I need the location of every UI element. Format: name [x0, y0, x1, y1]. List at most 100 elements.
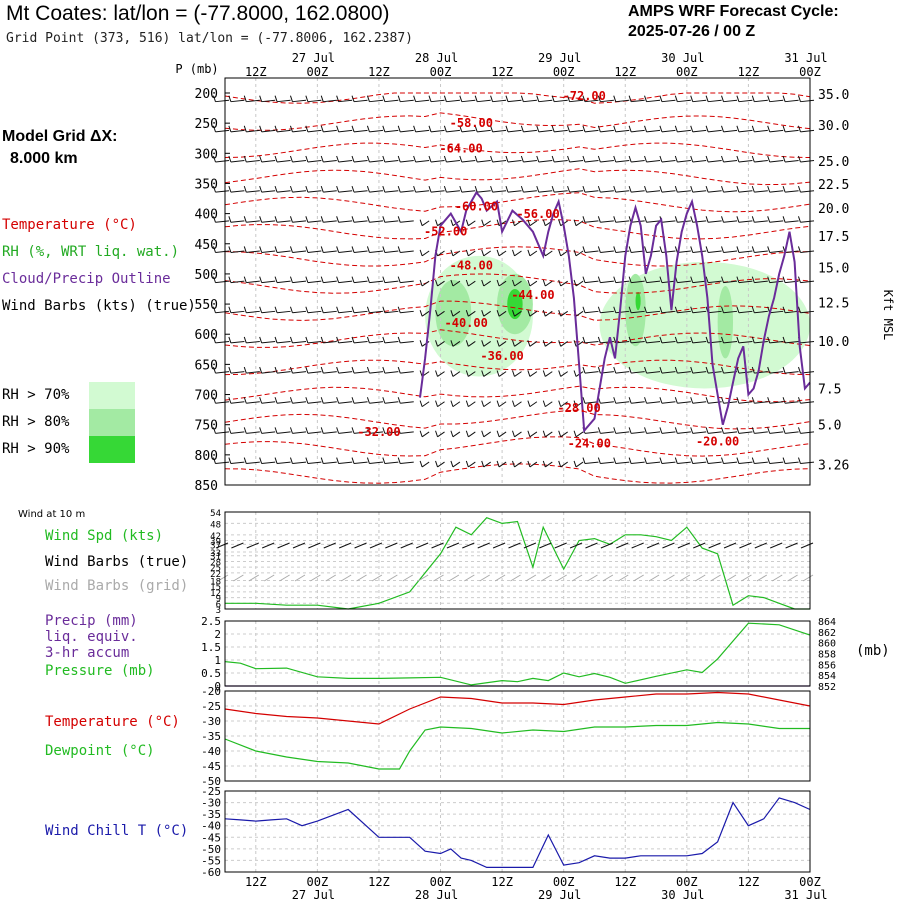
wind10-barb-grid — [633, 574, 644, 582]
wind-barb-flag — [551, 155, 555, 163]
wind-barb-flag — [520, 95, 524, 102]
wind-barb-flag — [243, 336, 247, 344]
height-tick-label: 35.0 — [818, 88, 849, 103]
wind-barb — [631, 431, 645, 434]
wind10-barb-true — [261, 542, 275, 549]
wind-barb-flag — [289, 246, 293, 253]
wind-barb-flag — [213, 216, 216, 223]
wind-barb-flag — [573, 400, 577, 407]
bottom-date-label: 27 Jul — [292, 888, 335, 900]
wind-barb-flag — [674, 336, 678, 344]
wind-barb — [246, 280, 260, 284]
wind-barb — [507, 160, 522, 163]
wind-barb — [646, 461, 661, 465]
wind-barb-flag — [512, 219, 515, 226]
wind-barb — [560, 371, 568, 377]
wind-barb — [631, 461, 645, 465]
isotherm-line — [224, 273, 811, 294]
wind-barb — [631, 401, 645, 404]
wind-barb — [277, 461, 291, 465]
wind-barb-flag — [213, 276, 216, 283]
wind-barb-flag — [659, 185, 663, 193]
wind-barb-flag — [336, 95, 340, 102]
wind-barb — [708, 280, 722, 284]
wind-barb — [723, 250, 738, 253]
wind-barb-flag — [351, 366, 355, 374]
wind-barb-flag — [798, 457, 801, 464]
wind-barb — [754, 190, 768, 193]
wind-barb-flag — [320, 246, 324, 253]
wind-barb-flag — [527, 400, 531, 407]
wind-barb-flag — [397, 185, 401, 193]
wind-barb-flag — [243, 216, 247, 223]
wind10-barb-true — [446, 542, 460, 549]
wind-barb — [437, 341, 445, 347]
wind-barb-flag — [435, 370, 439, 377]
wind-barb-flag — [397, 125, 401, 132]
wind-barb-flag — [573, 430, 577, 437]
wind-barb-flag — [435, 340, 439, 347]
height-tick-label: 7.5 — [818, 383, 841, 398]
wind-barb — [692, 129, 707, 133]
wind-barb-flag — [336, 125, 340, 132]
wind10-barb-true — [338, 542, 352, 549]
wind-barb-flag — [413, 95, 417, 102]
height-tick-label: 3.26 — [818, 458, 849, 473]
wind10-barb-grid — [433, 574, 444, 582]
wind-barb-flag — [542, 460, 546, 468]
wind-barb-flag — [336, 216, 340, 223]
wind-barb — [307, 190, 322, 193]
wind-barb — [785, 220, 799, 223]
wind-barb — [800, 461, 815, 465]
wind-barb-flag — [721, 246, 724, 253]
wind10-barb-true — [508, 542, 521, 549]
wind-barb-flag — [435, 310, 439, 317]
wind-barb — [646, 160, 661, 163]
wind-barb-flag — [474, 155, 478, 163]
wind-barb — [477, 190, 491, 193]
wind-barb-flag — [366, 246, 370, 253]
wind10-barb-grid — [464, 574, 475, 582]
windchill-tick-label: -45 — [201, 831, 221, 844]
wind-barb-flag — [382, 155, 386, 163]
wind-barb-flag — [674, 246, 678, 253]
temperature-line — [224, 691, 811, 725]
windchill-tick-label: -25 — [201, 785, 221, 798]
wind-barb — [708, 129, 722, 133]
wind-barb-flag — [782, 306, 786, 313]
precip-pressure-frame — [224, 620, 811, 687]
wind-barb-flag — [496, 460, 500, 468]
wind-barb-flag — [798, 125, 801, 132]
wind-barb — [483, 371, 491, 377]
wind-barb — [545, 280, 553, 287]
wind-barb — [215, 431, 230, 434]
wind-barb — [483, 280, 491, 287]
wind-barb-flag — [582, 125, 586, 132]
wind-barb — [514, 310, 522, 317]
wind-barb — [230, 371, 245, 374]
legend-rh: RH (%, WRT liq. wat.) — [2, 244, 180, 260]
wind-barb — [338, 340, 353, 344]
wind-barb — [514, 220, 522, 227]
wind-barb — [338, 190, 353, 193]
wind-speed-tick-label: 3 — [216, 606, 221, 616]
wind-barb — [754, 401, 768, 404]
wind-barb — [631, 280, 645, 284]
wind-barb — [785, 340, 799, 344]
precip-tick-label: 0.5 — [201, 667, 221, 680]
wind-barb-flag — [305, 216, 309, 223]
wind-barb — [215, 280, 230, 284]
wind-barb-flag — [490, 95, 494, 102]
wind-barb-flag — [767, 155, 771, 163]
wind-barb-flag — [751, 185, 755, 193]
wind-barb-flag — [419, 219, 423, 226]
wind-barb-flag — [736, 276, 740, 283]
wind-barb-flag — [721, 397, 724, 404]
wind-barb — [483, 401, 491, 408]
isotherm-line — [224, 168, 811, 186]
wind-barb-flag — [336, 366, 340, 374]
wind-barb-flag — [736, 427, 740, 434]
wind-barb-flag — [366, 306, 370, 313]
wind-barb — [277, 280, 291, 284]
wind-barb — [323, 160, 337, 163]
